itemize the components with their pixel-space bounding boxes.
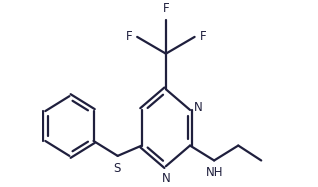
Text: N: N <box>162 172 170 185</box>
Text: F: F <box>162 2 169 15</box>
Text: F: F <box>200 30 206 43</box>
Text: N: N <box>194 101 203 114</box>
Text: NH: NH <box>205 166 223 179</box>
Text: S: S <box>113 162 120 175</box>
Text: F: F <box>126 30 132 43</box>
